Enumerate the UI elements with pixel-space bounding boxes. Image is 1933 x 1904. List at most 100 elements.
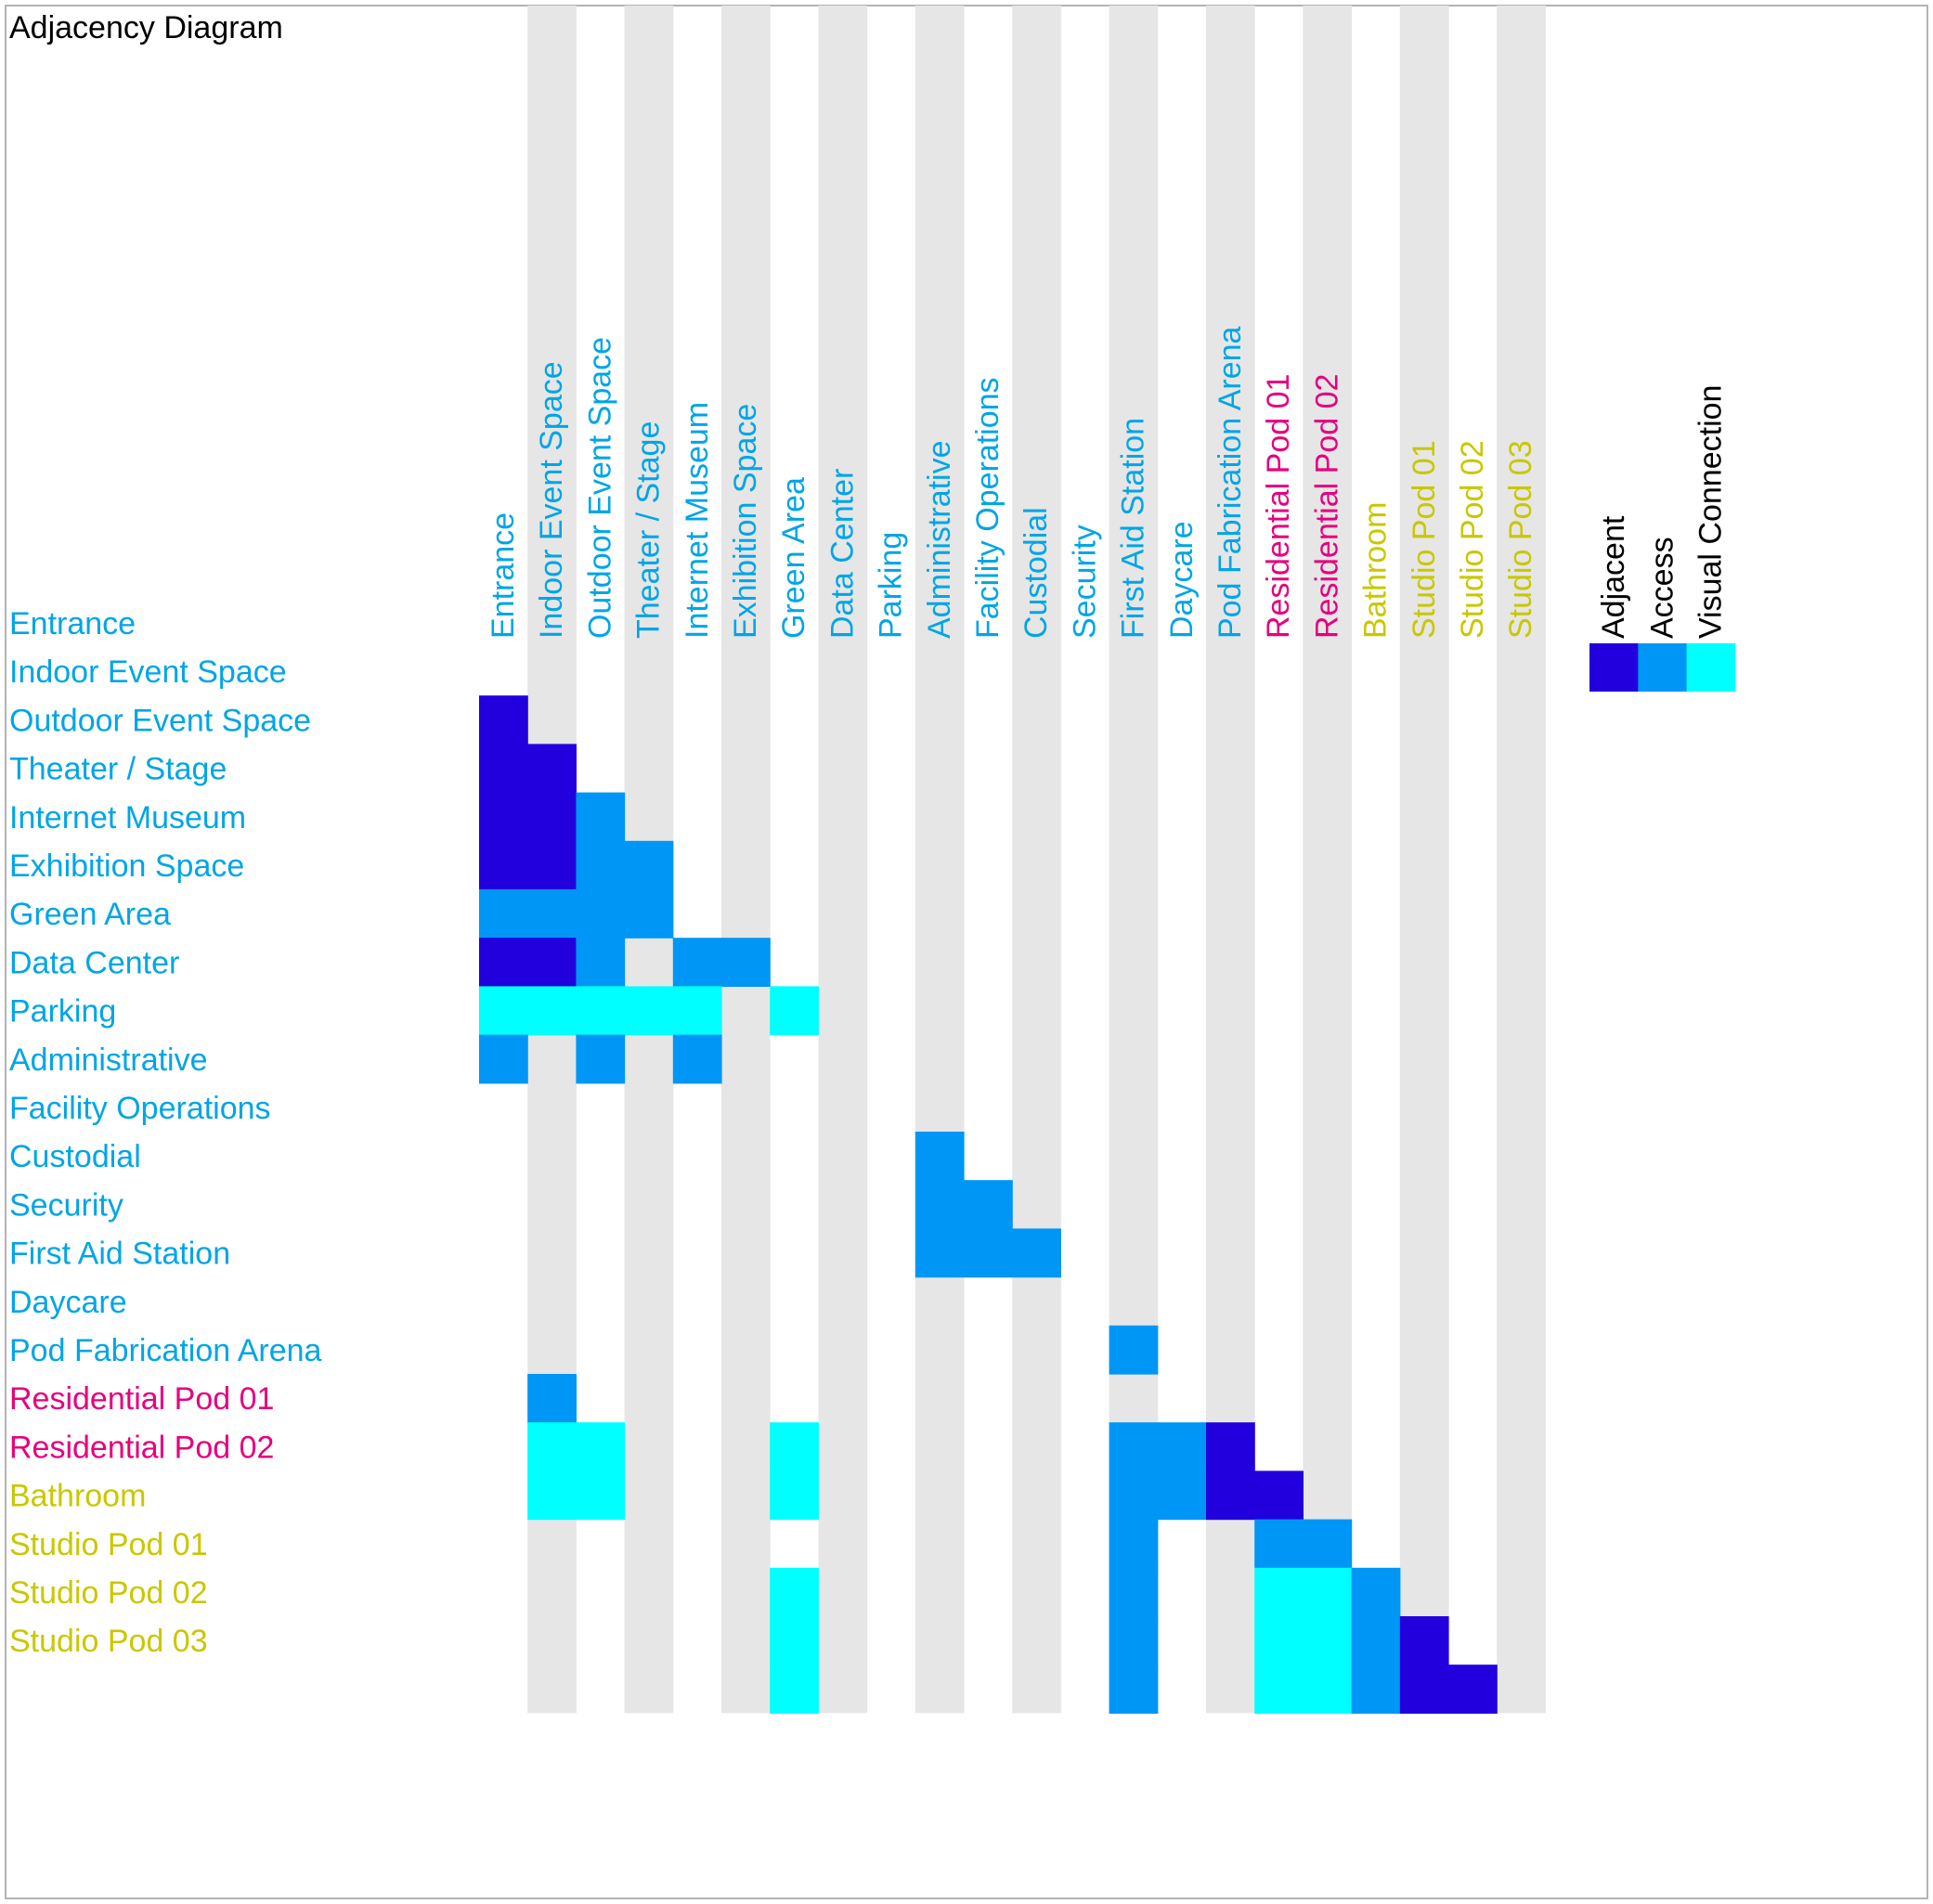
relationship-cell-access (479, 1034, 528, 1084)
relationship-cell-access (1254, 1519, 1304, 1569)
column-label-studio-pod-03: Studio Pod 03 (1503, 440, 1538, 639)
relationship-cell-visual (1254, 1664, 1304, 1714)
relationship-cell-access (1109, 1616, 1159, 1665)
relationship-cell-access (964, 1228, 1013, 1278)
row-label-internet-museum: Internet Museum (9, 800, 246, 835)
column-label-bathroom: Bathroom (1358, 502, 1394, 639)
row-label-pod-fabrication-arena: Pod Fabrication Arena (9, 1333, 322, 1368)
relationship-cell-visual (1303, 1664, 1353, 1714)
legend-swatch-adjacent (1589, 643, 1639, 692)
row-label-theater-stage: Theater / Stage (9, 752, 227, 787)
relationship-cell-adjacent (1448, 1664, 1498, 1714)
column-stripe (1399, 6, 1449, 1714)
column-label-theater-stage: Theater / Stage (631, 421, 667, 639)
column-label-entrance: Entrance (486, 512, 521, 639)
relationship-cell-visual (1254, 1567, 1304, 1617)
row-label-data-center: Data Center (9, 945, 179, 980)
relationship-cell-access (1109, 1519, 1159, 1569)
row-label-indoor-event-space: Indoor Event Space (9, 654, 287, 690)
row-label-residential-pod-02: Residential Pod 02 (9, 1430, 274, 1465)
row-label-custodial: Custodial (9, 1139, 141, 1174)
column-label-green-area: Green Area (776, 477, 811, 639)
relationship-cell-visual (576, 1470, 626, 1521)
row-label-studio-pod-01: Studio Pod 01 (9, 1527, 208, 1562)
legend: Adjacent Access Visual Connection (1589, 385, 1736, 692)
column-stripe (818, 6, 868, 1714)
relationship-cell-visual (576, 986, 626, 1036)
column-label-internet-museum: Internet Museum (680, 402, 715, 639)
column-label-parking: Parking (874, 532, 909, 639)
relationship-cell-visual (672, 986, 722, 1036)
relationship-cell-access (915, 1228, 965, 1278)
relationship-cell-access (1303, 1519, 1353, 1569)
relationship-cell-access (915, 1132, 965, 1181)
legend-swatch-visual (1686, 643, 1736, 692)
relationship-cell-visual (624, 986, 674, 1036)
relationship-cell-access (964, 1180, 1013, 1229)
relationship-cell-visual (527, 986, 577, 1036)
relationship-cell-visual (1303, 1567, 1353, 1617)
relationship-cell-adjacent (479, 840, 528, 890)
relationship-cell-access (1012, 1228, 1061, 1278)
relationship-cell-visual (770, 1567, 819, 1617)
relationship-cell-access (1157, 1422, 1207, 1471)
relationship-cell-visual (770, 1470, 819, 1521)
row-label-parking: Parking (9, 994, 116, 1030)
relationship-cell-access (624, 889, 674, 939)
relationship-cell-adjacent (479, 938, 528, 987)
relationship-cell-visual (1303, 1616, 1353, 1665)
column-stripe (1497, 6, 1546, 1714)
column-stripe (721, 6, 771, 1714)
relationship-cell-access (576, 792, 626, 842)
relationship-cell-adjacent (527, 840, 577, 890)
relationship-cell-visual (1254, 1616, 1304, 1665)
relationship-cell-adjacent (1206, 1470, 1255, 1521)
column-label-studio-pod-02: Studio Pod 02 (1455, 440, 1490, 639)
row-label-administrative: Administrative (9, 1043, 208, 1078)
relationship-cell-adjacent (479, 792, 528, 842)
row-label-bathroom: Bathroom (9, 1479, 146, 1514)
relationship-cell-access (1109, 1664, 1159, 1714)
row-label-exhibition-space: Exhibition Space (9, 848, 244, 884)
diagram-title: Adjacency Diagram (9, 10, 283, 45)
column-label-administrative: Administrative (922, 440, 957, 639)
relationship-cell-access (1109, 1567, 1159, 1617)
row-label-first-aid-station: First Aid Station (9, 1237, 230, 1272)
column-label-data-center: Data Center (824, 469, 860, 639)
relationship-cell-adjacent (527, 792, 577, 842)
relationship-cell-access (672, 1034, 722, 1084)
relationship-cell-access (576, 840, 626, 890)
column-label-indoor-event-space: Indoor Event Space (534, 361, 569, 639)
relationship-cell-visual (576, 1422, 626, 1471)
relationship-cell-access (1351, 1567, 1401, 1617)
column-label-pod-fabrication-arena: Pod Fabrication Arena (1213, 326, 1248, 639)
relationship-cell-adjacent (527, 938, 577, 987)
diagram-frame (5, 5, 1928, 1899)
column-label-residential-pod-02: Residential Pod 02 (1309, 374, 1344, 639)
row-label-facility-operations: Facility Operations (9, 1091, 271, 1126)
column-label-residential-pod-01: Residential Pod 01 (1261, 374, 1296, 639)
relationship-cell-adjacent (527, 744, 577, 794)
column-label-security: Security (1067, 525, 1102, 639)
relationship-cell-adjacent (1206, 1422, 1255, 1471)
column-label-studio-pod-01: Studio Pod 01 (1407, 440, 1442, 639)
row-label-security: Security (9, 1187, 123, 1223)
relationship-cell-visual (770, 1616, 819, 1665)
column-stripe (915, 6, 965, 1714)
legend-swatch-access (1638, 643, 1688, 692)
relationship-cell-access (479, 889, 528, 939)
legend-label-visual: Visual Connection (1693, 385, 1729, 639)
row-label-residential-pod-01: Residential Pod 01 (9, 1381, 274, 1417)
relationship-cell-adjacent (1254, 1470, 1304, 1521)
row-label-entrance: Entrance (9, 606, 136, 641)
legend-label-access: Access (1644, 537, 1680, 639)
row-label-studio-pod-02: Studio Pod 02 (9, 1575, 208, 1611)
row-label-outdoor-event-space: Outdoor Event Space (9, 703, 311, 738)
relationship-cell-visual (527, 1422, 577, 1471)
row-label-green-area: Green Area (9, 897, 171, 932)
column-stripe (1303, 6, 1353, 1714)
relationship-cell-access (915, 1180, 965, 1229)
relationship-cell-visual (770, 986, 819, 1036)
relationship-cell-visual (479, 986, 528, 1036)
